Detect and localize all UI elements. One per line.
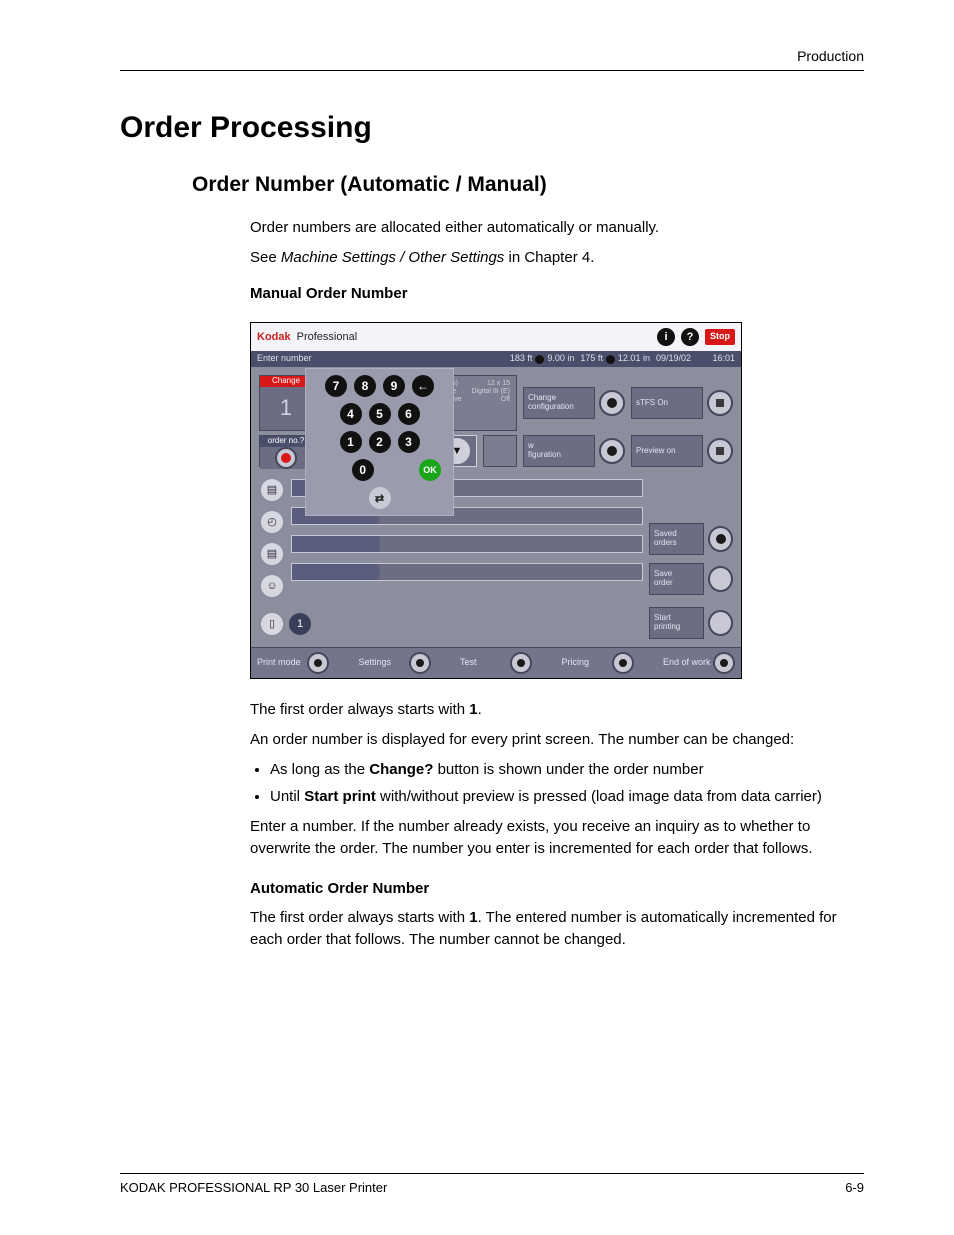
stfs-button-label: sTFS On (631, 387, 703, 419)
para-enter-number: Enter a number. If the number already ex… (250, 816, 864, 860)
help-icon[interactable]: ? (681, 328, 699, 346)
filmstrip-row (291, 563, 643, 581)
right-button-column: Saved orders Save order (649, 475, 733, 599)
info-icon[interactable]: i (657, 328, 675, 346)
paper-status-2: 175 ft12.01 in (580, 354, 650, 364)
brand-kodak: Kodak (257, 331, 291, 343)
keypad-4[interactable]: 4 (340, 403, 362, 425)
print-mode-button[interactable] (307, 652, 329, 674)
new-configuration-button-label: w figuration (523, 435, 595, 467)
start-printing-button[interactable] (708, 610, 733, 636)
footer-page-number: 6-9 (845, 1180, 864, 1195)
saved-orders-button[interactable] (708, 526, 733, 552)
trash-icon[interactable]: ▯ (261, 613, 283, 635)
list-item: As long as the Change? button is shown u… (270, 759, 864, 781)
keypad-2[interactable]: 2 (369, 431, 391, 453)
heading-1: Order Processing (120, 111, 864, 145)
brand-professional: Professional (297, 331, 358, 343)
heading-2: Order Number (Automatic / Manual) (192, 173, 864, 197)
stop-button[interactable]: Stop (705, 329, 735, 345)
paper-status-1: 183 ft9.00 in (510, 354, 575, 364)
keypad-6[interactable]: 6 (398, 403, 420, 425)
start-printing-label: Start printing (649, 607, 704, 639)
screenshot-subbar: Enter number 183 ft9.00 in 175 ft12.01 i… (251, 351, 741, 367)
para-first-order: The first order always starts with 1. (250, 699, 864, 721)
subheading-automatic: Automatic Order Number (250, 878, 864, 900)
status-dot-icon (535, 355, 544, 364)
preview-button[interactable] (707, 438, 733, 464)
subheading-manual: Manual Order Number (250, 283, 864, 305)
pricing-button[interactable] (612, 652, 634, 674)
order-badge: 1 (289, 613, 311, 635)
person-icon[interactable]: ☺ (261, 575, 283, 597)
footer-print-mode-label: Print mode (257, 658, 305, 668)
bullet-list: As long as the Change? button is shown u… (250, 759, 864, 809)
left-icon-column: ▤ ◴ ▤ ☺ (259, 475, 285, 599)
end-of-work-button[interactable] (713, 652, 735, 674)
keypad-1[interactable]: 1 (340, 431, 362, 453)
preview-button-label: Preview on (631, 435, 703, 467)
intro-line-1: Order numbers are allocated either autom… (250, 217, 864, 239)
footer-test-label: Test (460, 658, 508, 668)
film-icon[interactable]: ▤ (261, 479, 283, 501)
screenshot-titlebar: Kodak Professional i ? Stop (251, 323, 741, 351)
footer-product: KODAK PROFESSIONAL RP 30 Laser Printer (120, 1180, 387, 1195)
keypad-backspace[interactable]: ← (412, 375, 434, 397)
save-order-button[interactable] (708, 566, 733, 592)
status-dot-icon (606, 355, 615, 364)
stfs-button[interactable] (707, 390, 733, 416)
saved-orders-label: Saved orders (649, 523, 704, 555)
filmstrip-row (291, 535, 643, 553)
keypad-3[interactable]: 3 (398, 431, 420, 453)
keypad-9[interactable]: 9 (383, 375, 405, 397)
page-footer: KODAK PROFESSIONAL RP 30 Laser Printer 6… (120, 1173, 864, 1195)
size-values: 12 x 15 Digital III (E) Off (471, 380, 510, 403)
keypad-5[interactable]: 5 (369, 403, 391, 425)
order-no-change-button[interactable] (275, 447, 297, 469)
test-button[interactable] (510, 652, 532, 674)
enter-number-prompt: Enter number (257, 354, 312, 364)
numeric-keypad: 7 8 9 ← 4 5 6 1 2 3 0 OK ⇄ (305, 368, 454, 516)
date-status: 09/19/02 (656, 354, 691, 364)
para-automatic: The first order always starts with 1. Th… (250, 907, 864, 951)
intro-line-2: See Machine Settings / Other Settings in… (250, 247, 864, 269)
settings-button[interactable] (409, 652, 431, 674)
frames-icon[interactable]: ▤ (261, 543, 283, 565)
footer-end-label: End of work (663, 658, 711, 668)
save-order-label: Save order (649, 563, 704, 595)
keypad-7[interactable]: 7 (325, 375, 347, 397)
new-configuration-button[interactable] (599, 438, 625, 464)
screenshot-footer: Print mode Settings Test Pricing End of … (251, 647, 741, 678)
keypad-0[interactable]: 0 (352, 459, 374, 481)
footer-pricing-label: Pricing (562, 658, 610, 668)
page-header-section: Production (120, 48, 864, 71)
footer-settings-label: Settings (359, 658, 407, 668)
change-configuration-button[interactable] (599, 390, 625, 416)
change-configuration-button-label: Change configuration (523, 387, 595, 419)
keypad-8[interactable]: 8 (354, 375, 376, 397)
para-order-displayed: An order number is displayed for every p… (250, 729, 864, 751)
keypad-swap-icon[interactable]: ⇄ (369, 487, 391, 509)
list-item: Until Start print with/without preview i… (270, 786, 864, 808)
time-status: 16:01 (697, 354, 735, 364)
keypad-ok[interactable]: OK (419, 459, 441, 481)
globe-icon[interactable]: ◴ (261, 511, 283, 533)
